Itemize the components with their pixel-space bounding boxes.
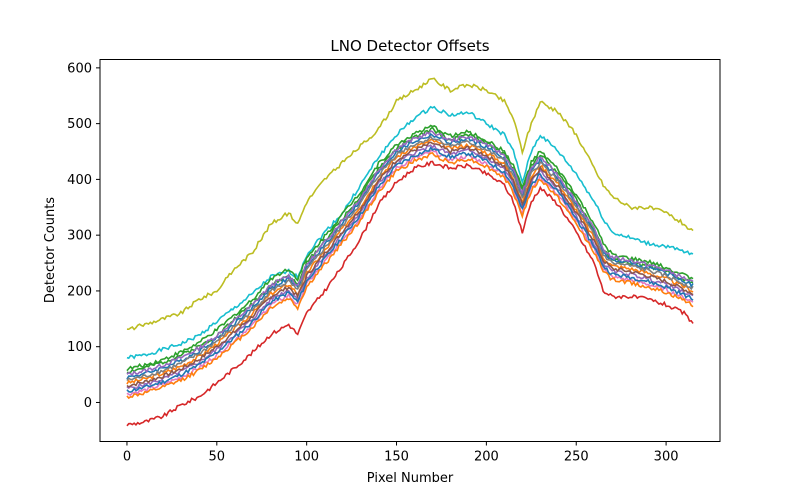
x-axis-label: Pixel Number xyxy=(367,471,454,486)
series-line-14 xyxy=(126,129,694,377)
series-line-4 xyxy=(126,138,694,385)
x-tick-label: 150 xyxy=(384,450,409,465)
series-line-5 xyxy=(126,132,694,380)
x-tick-label: 200 xyxy=(474,450,499,465)
x-tick-label: 250 xyxy=(564,450,589,465)
y-axis-label: Detector Counts xyxy=(43,197,58,303)
y-tick-label: 200 xyxy=(67,284,92,299)
series-layer xyxy=(126,77,694,427)
y-tick-label: 0 xyxy=(84,396,92,411)
plot-frame xyxy=(99,59,721,442)
series-line-9 xyxy=(126,135,694,382)
x-axis: 0 50 100 150 200 250 300 xyxy=(123,441,679,465)
x-tick-label: 100 xyxy=(294,450,319,465)
y-tick-label: 600 xyxy=(67,61,92,76)
y-tick-label: 100 xyxy=(67,340,92,355)
y-tick-label: 500 xyxy=(67,117,92,132)
series-line-6 xyxy=(126,143,694,390)
y-tick-label: 300 xyxy=(67,229,92,244)
y-tick-label: 400 xyxy=(67,173,92,188)
x-tick-label: 50 xyxy=(209,450,226,465)
series-line-12 xyxy=(126,146,694,393)
x-tick-label: 300 xyxy=(654,450,679,465)
series-line-11 xyxy=(126,124,694,372)
y-axis: 0 100 200 300 400 500 600 xyxy=(67,61,100,411)
series-line-8 xyxy=(126,141,694,388)
x-tick-label: 0 xyxy=(123,450,131,465)
series-line-1 xyxy=(126,77,694,331)
chart-title: LNO Detector Offsets xyxy=(330,37,489,55)
series-line-10 xyxy=(126,160,694,427)
series-line-2 xyxy=(126,105,694,360)
series-line-7 xyxy=(126,149,694,397)
series-line-13 xyxy=(126,151,694,400)
